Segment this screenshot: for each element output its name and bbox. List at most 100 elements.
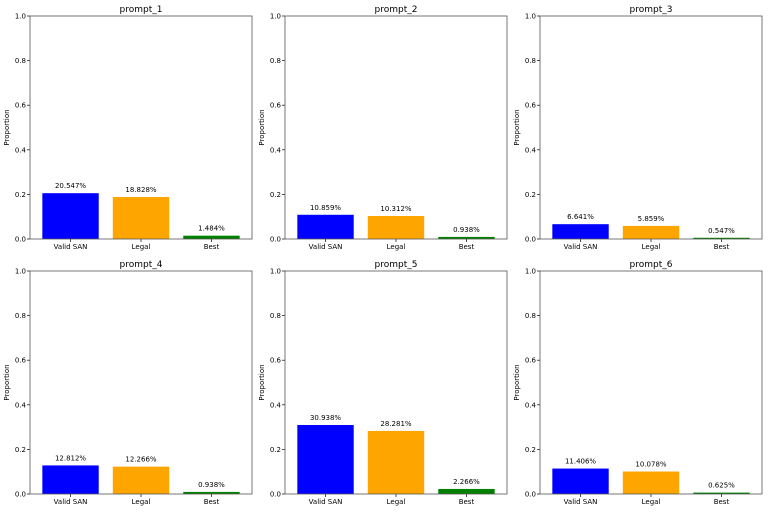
x-tick-label: Valid SAN xyxy=(564,243,598,251)
y-tick-label: 0.2 xyxy=(15,191,26,199)
subplot-prompt_6: prompt_6 Proportion 0.0 0.2 0.4 0.6 0.8 1.0 11.4… xyxy=(513,260,763,506)
x-tick-label: Valid SAN xyxy=(309,498,343,506)
y-tick-label: 0.6 xyxy=(270,357,282,365)
y-tick-label: 0.4 xyxy=(270,401,282,409)
y-tick-label: 0.0 xyxy=(525,236,536,244)
y-tick-label: 0.2 xyxy=(270,191,281,199)
y-tick-label: 0.6 xyxy=(15,102,27,110)
subplot-prompt_5: prompt_5 Proportion 0.0 0.2 0.4 0.6 0.8 1.0 30.9… xyxy=(258,260,508,506)
y-tick-label: 0.0 xyxy=(15,236,26,244)
y-tick-label: 0.0 xyxy=(270,491,281,499)
y-tick-label: 0.6 xyxy=(525,102,537,110)
y-tick-label: 0.0 xyxy=(270,236,281,244)
bar-legal xyxy=(367,430,425,494)
data-label: 12.266% xyxy=(125,456,156,464)
bar-valid-san xyxy=(297,425,354,494)
y-axis-label: Proportion xyxy=(3,109,11,145)
y-tick-label: 0.4 xyxy=(15,146,27,154)
data-label: 0.547% xyxy=(708,227,735,235)
subplot-prompt_4: prompt_4 Proportion 0.0 0.2 0.4 0.6 0.8 1.0 12.8… xyxy=(3,260,253,506)
chart-title: prompt_3 xyxy=(630,5,673,15)
bar-legal xyxy=(622,471,680,494)
bar-legal xyxy=(112,197,170,239)
chart-title: prompt_5 xyxy=(375,260,418,270)
y-tick-label: 0.6 xyxy=(15,357,27,365)
axes-frame xyxy=(29,270,253,495)
chart-title: prompt_1 xyxy=(120,5,163,15)
bar-legal xyxy=(367,216,425,239)
bar-legal xyxy=(112,466,170,494)
x-tick-label: Best xyxy=(204,243,220,251)
y-axis-label: Proportion xyxy=(3,364,11,400)
bar-legal xyxy=(622,225,680,239)
y-tick-label: 0.8 xyxy=(15,57,26,65)
y-tick-label: 1.0 xyxy=(15,268,26,276)
y-tick-label: 1.0 xyxy=(15,13,26,21)
data-label: 0.938% xyxy=(198,481,225,489)
data-label: 30.938% xyxy=(310,414,341,422)
x-tick-label: Valid SAN xyxy=(564,498,598,506)
bar-best xyxy=(183,235,240,239)
subplot-prompt_1: prompt_1 Proportion 0.0 0.2 0.4 0.6 0.8 1.0 20.5… xyxy=(3,5,253,251)
y-tick-label: 1.0 xyxy=(270,13,281,21)
data-label: 10.078% xyxy=(635,461,666,469)
y-axis-label: Proportion xyxy=(513,364,521,400)
y-tick-label: 0.6 xyxy=(525,357,537,365)
axes-frame xyxy=(284,270,508,495)
bar-valid-san xyxy=(42,193,99,239)
x-tick-label: Best xyxy=(204,498,220,506)
x-tick-label: Best xyxy=(714,498,730,506)
x-tick-label: Best xyxy=(459,498,475,506)
x-tick-label: Valid SAN xyxy=(54,498,88,506)
bar-best xyxy=(438,236,495,239)
axes-frame xyxy=(29,15,253,240)
x-tick-label: Valid SAN xyxy=(54,243,88,251)
bar-best xyxy=(693,237,750,239)
y-tick-label: 0.0 xyxy=(525,491,536,499)
y-tick-label: 0.2 xyxy=(525,446,536,454)
bar-valid-san xyxy=(552,224,609,239)
data-label: 10.312% xyxy=(380,205,411,213)
y-axis-label: Proportion xyxy=(513,109,521,145)
axes-frame xyxy=(539,270,763,495)
x-tick-label: Legal xyxy=(387,498,406,506)
y-tick-label: 0.8 xyxy=(15,312,26,320)
y-tick-label: 0.2 xyxy=(270,446,281,454)
y-tick-label: 0.2 xyxy=(15,446,26,454)
y-tick-label: 0.4 xyxy=(525,146,537,154)
bar-best xyxy=(438,488,495,494)
x-tick-label: Best xyxy=(459,243,475,251)
x-tick-label: Legal xyxy=(132,498,151,506)
y-tick-label: 0.4 xyxy=(525,401,537,409)
data-label: 10.859% xyxy=(310,204,341,212)
data-label: 20.547% xyxy=(55,182,86,190)
y-axis-label: Proportion xyxy=(258,109,266,145)
bar-valid-san xyxy=(552,468,609,494)
y-tick-label: 1.0 xyxy=(525,268,536,276)
chart-title: prompt_6 xyxy=(630,260,673,270)
data-label: 5.859% xyxy=(638,215,665,223)
data-label: 28.281% xyxy=(380,420,411,428)
data-label: 0.938% xyxy=(453,226,480,234)
y-tick-label: 0.6 xyxy=(270,102,282,110)
data-label: 18.828% xyxy=(125,186,156,194)
bar-best xyxy=(183,491,240,494)
data-label: 1.484% xyxy=(198,225,225,233)
x-tick-label: Legal xyxy=(642,243,661,251)
data-label: 6.641% xyxy=(567,213,594,221)
chart-title: prompt_2 xyxy=(375,5,418,15)
y-tick-label: 0.8 xyxy=(270,312,281,320)
y-axis-label: Proportion xyxy=(258,364,266,400)
y-tick-label: 1.0 xyxy=(270,268,281,276)
data-label: 12.812% xyxy=(55,454,86,462)
x-tick-label: Legal xyxy=(642,498,661,506)
bar-valid-san xyxy=(42,465,99,494)
data-label: 11.406% xyxy=(565,458,596,466)
axes-frame xyxy=(284,15,508,240)
y-tick-label: 0.8 xyxy=(525,57,536,65)
y-tick-label: 0.4 xyxy=(270,146,282,154)
x-tick-label: Legal xyxy=(132,243,151,251)
y-tick-label: 0.8 xyxy=(270,57,281,65)
y-tick-label: 0.8 xyxy=(525,312,536,320)
